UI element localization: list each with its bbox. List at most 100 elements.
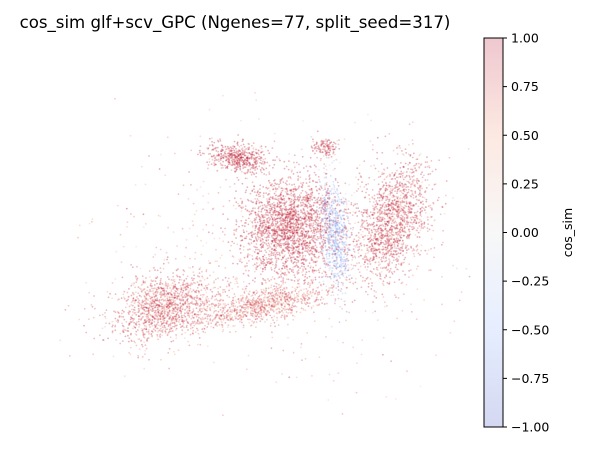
- data-point: [270, 242, 273, 245]
- data-point: [253, 233, 255, 236]
- data-point: [336, 237, 339, 240]
- data-point: [329, 210, 332, 213]
- data-point: [289, 210, 292, 213]
- data-point: [400, 236, 403, 239]
- data-point: [279, 270, 282, 273]
- data-point: [367, 285, 370, 288]
- data-point: [286, 235, 289, 238]
- data-point: [228, 152, 231, 155]
- data-point: [261, 270, 264, 273]
- data-point: [334, 302, 336, 305]
- data-point: [259, 273, 262, 276]
- data-point: [301, 217, 303, 220]
- data-point: [284, 210, 287, 213]
- data-point: [331, 239, 334, 242]
- data-point: [394, 172, 397, 174]
- data-point: [286, 229, 289, 231]
- data-point: [280, 217, 283, 219]
- data-point: [339, 216, 342, 219]
- data-point: [406, 223, 409, 226]
- data-point: [382, 280, 385, 283]
- data-point: [236, 156, 238, 158]
- data-point: [337, 266, 340, 269]
- data-point: [228, 159, 230, 162]
- data-point: [402, 261, 405, 264]
- data-point: [347, 220, 350, 222]
- data-point: [442, 229, 444, 232]
- data-point: [336, 233, 339, 236]
- data-point: [262, 257, 265, 260]
- data-point: [374, 203, 377, 206]
- data-point: [242, 156, 244, 159]
- data-point: [439, 213, 442, 216]
- data-point: [401, 215, 404, 218]
- data-point: [314, 248, 317, 251]
- data-point: [311, 219, 313, 222]
- data-point: [326, 139, 329, 142]
- data-point: [228, 161, 231, 164]
- data-point: [409, 162, 411, 164]
- data-point: [241, 239, 244, 241]
- data-point: [322, 244, 325, 247]
- data-point: [375, 223, 378, 226]
- data-point: [331, 252, 334, 255]
- data-point: [236, 163, 239, 166]
- data-point: [378, 215, 381, 218]
- data-point: [243, 160, 245, 162]
- data-point: [312, 204, 315, 207]
- data-point: [248, 165, 251, 167]
- data-point: [251, 190, 254, 193]
- data-point: [247, 248, 249, 251]
- data-point: [273, 205, 276, 207]
- data-point: [281, 222, 284, 225]
- data-point: [361, 226, 364, 228]
- data-point: [291, 216, 294, 219]
- data-point: [263, 221, 266, 224]
- data-point: [367, 250, 370, 253]
- data-point: [309, 291, 312, 293]
- data-point: [236, 153, 239, 155]
- data-point: [354, 222, 356, 225]
- data-point: [329, 264, 331, 267]
- data-point: [302, 259, 305, 261]
- data-point: [221, 148, 224, 151]
- data-point: [260, 262, 263, 265]
- data-point: [300, 186, 303, 188]
- data-point: [287, 225, 290, 228]
- data-point: [320, 144, 322, 147]
- data-point: [290, 259, 293, 261]
- data-point: [220, 157, 223, 160]
- data-point: [389, 194, 392, 196]
- data-point: [417, 231, 420, 234]
- data-point: [318, 192, 320, 195]
- data-point: [365, 211, 368, 214]
- data-point: [283, 160, 286, 163]
- data-point: [328, 164, 331, 167]
- data-point: [308, 244, 311, 247]
- data-point: [228, 150, 231, 153]
- data-point: [271, 197, 274, 199]
- data-point: [276, 188, 279, 190]
- data-point: [275, 259, 278, 262]
- data-point: [222, 205, 225, 208]
- data-point: [213, 159, 216, 162]
- data-point: [245, 164, 248, 167]
- data-point: [399, 181, 401, 184]
- data-point: [224, 150, 227, 153]
- data-point: [407, 208, 410, 211]
- data-point: [426, 227, 429, 230]
- data-point: [373, 228, 376, 231]
- data-point: [394, 294, 396, 296]
- data-point: [332, 202, 335, 205]
- data-point: [248, 161, 251, 164]
- data-point: [319, 159, 322, 162]
- data-point: [340, 198, 343, 201]
- data-point: [232, 145, 235, 148]
- data-point: [243, 145, 246, 148]
- data-point: [346, 253, 349, 256]
- data-point: [300, 242, 303, 245]
- data-point: [391, 172, 394, 174]
- data-point: [265, 174, 268, 176]
- data-point: [336, 214, 339, 217]
- data-point: [318, 148, 320, 151]
